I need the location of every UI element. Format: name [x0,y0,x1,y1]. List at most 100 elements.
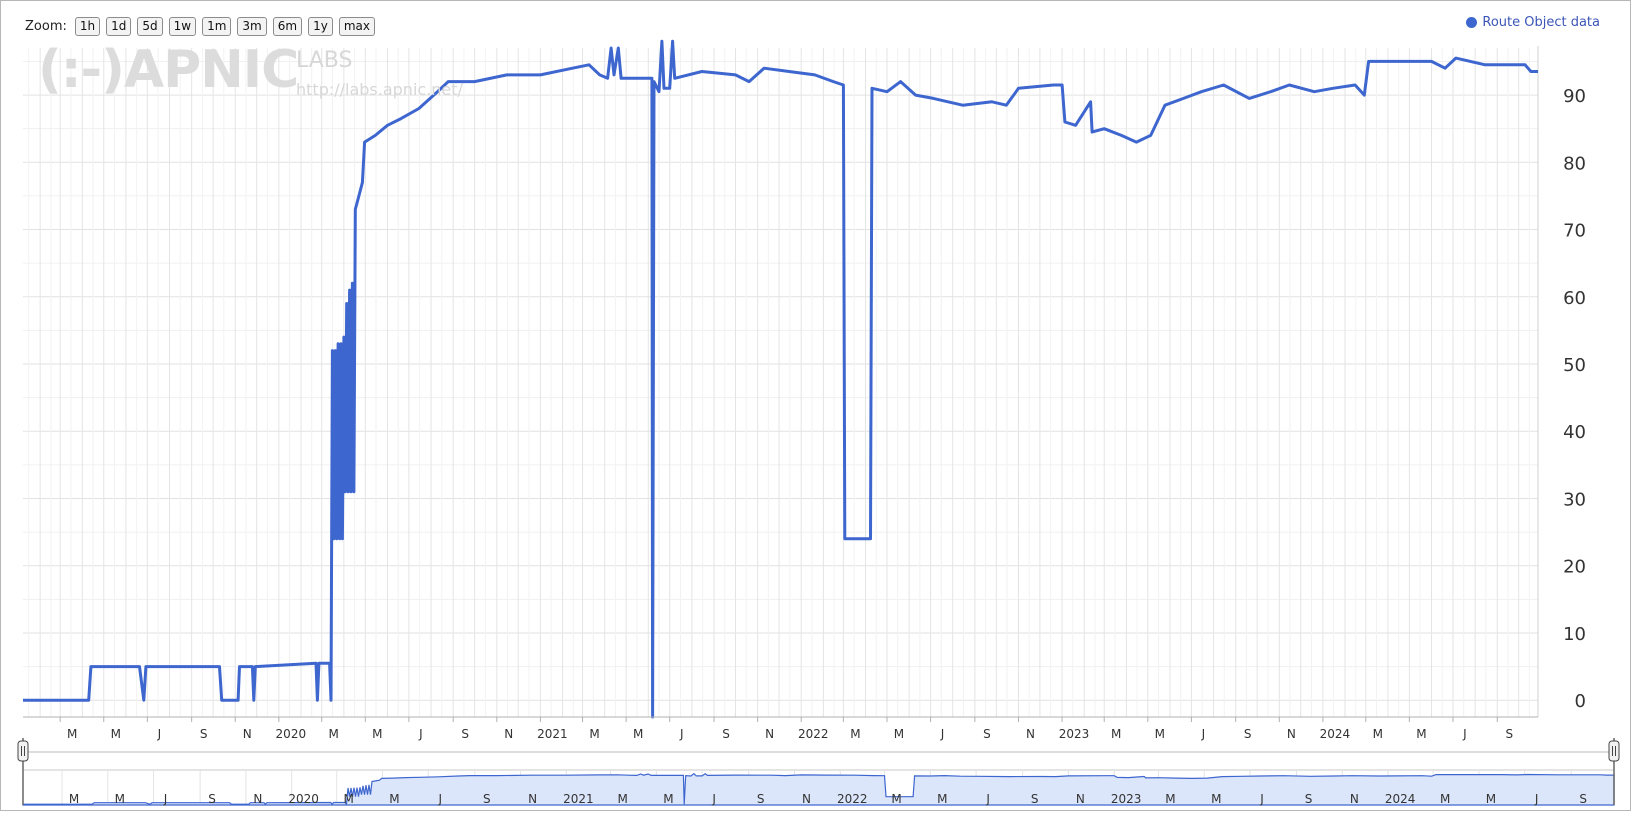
navigator-tick-label: M [115,792,125,806]
navigator-tick-label: M [344,792,354,806]
y-tick-label: 50 [1563,355,1586,376]
navigator-tick-label: J [163,792,168,806]
navigator-tick-label: N [1350,792,1359,806]
x-tick-label: M [372,727,382,741]
x-tick-label: N [504,727,513,741]
x-tick-label: J [1201,727,1206,741]
x-tick-label: 2023 [1059,727,1090,741]
zoom-6m-button[interactable]: 6m [272,16,303,36]
navigator-tick-label: S [1031,792,1039,806]
x-tick-label: M [894,727,904,741]
navigator-tick-label: M [69,792,79,806]
navigator-tick-label: N [528,792,537,806]
x-tick-label: S [200,727,208,741]
navigator: M M J S N 2020 M M J S N 2021 M M J S N 2022 M M J S N 2023 M M J S… [17,738,1620,806]
x-tick-label: J [679,727,684,741]
axes: M M J S N 2020 M M J S N 2021 M M J S N 2022 M M J S N 2023 M M J S… [23,86,1586,741]
navigator-left-handle-grip-icon [17,740,29,762]
navigator-right-handle[interactable] [1608,738,1620,805]
y-tick-label: 90 [1563,86,1586,107]
x-tick-label: 2022 [798,727,829,741]
zoom-1m-button[interactable]: 1m [202,16,232,36]
navigator-tick-label: S [1579,792,1587,806]
x-tick-label: S [722,727,730,741]
legend-label: Route Object data [1482,15,1600,30]
navigator-tick-label: M [617,792,627,806]
y-tick-label: 30 [1563,489,1586,510]
navigator-tick-label: J [437,792,442,806]
navigator-tick-label: M [1211,792,1221,806]
x-tick-label: J [940,727,945,741]
y-tick-label: 80 [1563,153,1586,174]
x-tick-label: M [1155,727,1165,741]
series-layer [22,39,1539,719]
navigator-tick-label: M [1165,792,1175,806]
y-tick-label: 70 [1563,221,1586,242]
navigator-tick-label: N [253,792,262,806]
x-tick-label: 2024 [1320,727,1351,741]
zoom-max-button[interactable]: max [338,16,375,36]
x-tick-label: J [157,727,162,741]
navigator-tick-label: N [1076,792,1085,806]
x-tick-label: S [983,727,991,741]
navigator-tick-label: 2023 [1111,792,1142,806]
legend-item-route-object-data[interactable]: Route Object data [1466,15,1600,30]
x-tick-label: M [589,727,599,741]
navigator-tick-label: M [891,792,901,806]
x-tick-label: J [1462,727,1467,741]
navigator-tick-label: J [985,792,990,806]
x-tick-label: 2021 [537,727,568,741]
navigator-tick-label: N [802,792,811,806]
navigator-tick-label: 2021 [563,792,594,806]
navigator-tick-label: J [711,792,716,806]
x-tick-label: N [1287,727,1296,741]
navigator-tick-label: J [1534,792,1539,806]
x-tick-label: S [461,727,469,741]
x-tick-label: N [1026,727,1035,741]
y-tick-label: 40 [1563,422,1586,443]
navigator-tick-label: M [663,792,673,806]
x-tick-label: M [111,727,121,741]
grid [23,46,1539,717]
navigator-tick-label: M [1440,792,1450,806]
navigator-tick-label: S [1305,792,1313,806]
navigator-tick-label: M [1486,792,1496,806]
legend-dot-icon [1466,17,1478,28]
navigator-tick-label: J [1259,792,1264,806]
x-tick-label: J [418,727,423,741]
y-tick-label: 60 [1563,288,1586,309]
x-tick-label: M [67,727,77,741]
navigator-tick-label: S [208,792,216,806]
x-tick-label: N [765,727,774,741]
zoom-5d-button[interactable]: 5d [137,16,163,36]
zoom-label: Zoom: [25,18,67,34]
zoom-1h-button[interactable]: 1h [74,16,101,36]
navigator-series-area [22,772,1615,806]
x-tick-label: M [329,727,339,741]
navigator-tick-label: S [483,792,491,806]
x-tick-label: M [633,727,643,741]
x-tick-label: M [850,727,860,741]
navigator-tick-label: M [937,792,947,806]
x-tick-label: N [243,727,252,741]
x-tick-label: M [1111,727,1121,741]
zoom-3m-button[interactable]: 3m [237,16,267,36]
x-tick-label: 2020 [276,727,307,741]
x-tick-label: S [1244,727,1252,741]
zoom-1y-button[interactable]: 1y [308,16,333,36]
navigator-tick-label: M [389,792,399,806]
series-line-route-object-data[interactable] [23,39,1538,719]
x-tick-label: M [1416,727,1426,741]
y-tick-label: 20 [1563,557,1586,578]
zoom-1d-button[interactable]: 1d [106,16,132,36]
navigator-tick-label: S [757,792,765,806]
y-tick-label: 10 [1563,624,1586,645]
y-tick-label: 0 [1575,691,1586,712]
zoom-1w-button[interactable]: 1w [168,16,197,36]
navigator-tick-label: 2020 [288,792,319,806]
navigator-left-handle[interactable] [17,738,29,805]
x-tick-label: S [1505,727,1513,741]
zoom-toolbar: Zoom: 1h 1d 5d 1w 1m 3m 6m 1y max [25,15,375,37]
